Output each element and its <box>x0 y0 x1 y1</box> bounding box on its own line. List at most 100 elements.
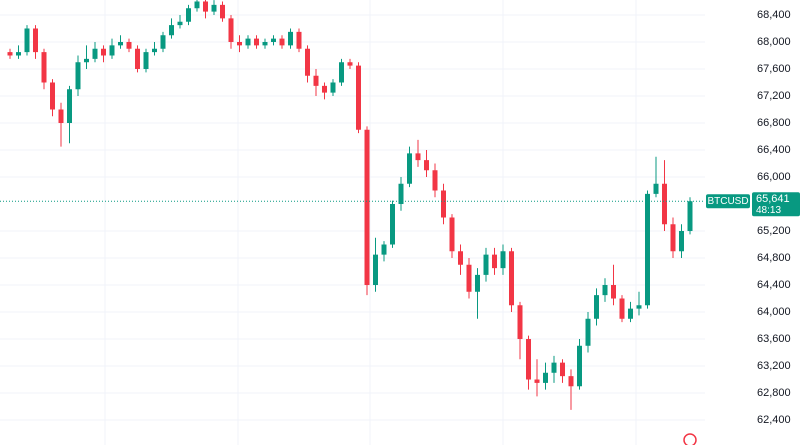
candle-body <box>24 28 30 53</box>
candle-body <box>373 254 378 286</box>
candle-body <box>305 48 310 76</box>
candle-body <box>152 48 157 53</box>
candle-body <box>517 305 523 340</box>
y-tick-label: 64,000 <box>757 306 791 318</box>
candle-body <box>526 339 531 380</box>
candle-body <box>492 254 497 269</box>
candle-body <box>568 376 574 387</box>
candle-body <box>398 183 404 205</box>
y-tick-label: 68,000 <box>757 36 791 48</box>
candle-body <box>415 153 421 161</box>
candle-body <box>424 160 429 171</box>
candle-body <box>662 183 667 225</box>
candle-body <box>262 41 268 46</box>
y-tick-label: 65,200 <box>757 225 791 237</box>
candle-body <box>211 4 217 12</box>
y-tick-label: 68,400 <box>757 9 791 21</box>
candle-body <box>330 82 336 93</box>
candle-body <box>560 362 565 377</box>
candle-body <box>84 58 89 63</box>
candle-body <box>203 1 208 12</box>
candle-body <box>126 41 132 49</box>
candle-body <box>585 318 591 346</box>
y-tick-label: 67,600 <box>757 63 791 75</box>
candle-body <box>551 362 557 373</box>
y-tick-label: 64,800 <box>757 252 791 264</box>
candle-body <box>67 89 72 123</box>
candle-body <box>500 251 506 269</box>
candle-body <box>109 45 115 56</box>
candle-body <box>449 217 455 252</box>
candle-body <box>169 25 174 36</box>
candle-body <box>407 153 412 184</box>
candle-body <box>143 52 149 69</box>
symbol-badge <box>706 194 750 209</box>
symbol-label: BTCUSD <box>707 196 748 207</box>
candle-body <box>322 85 327 93</box>
candle-body <box>364 129 370 286</box>
candle-body <box>653 183 659 194</box>
candle-body <box>645 193 650 306</box>
price-badge <box>752 192 800 217</box>
candle-body <box>381 244 387 255</box>
grid <box>0 14 705 421</box>
candle-body <box>160 35 166 49</box>
candle-body <box>347 62 353 66</box>
candle-body <box>118 41 123 46</box>
candle-body <box>534 379 540 383</box>
candle-body <box>41 52 47 83</box>
y-tick-label: 66,000 <box>757 171 791 183</box>
candle-body <box>313 75 319 86</box>
candle-body <box>466 264 472 292</box>
candle-body <box>16 52 21 56</box>
candle-body <box>679 231 684 252</box>
candle-body <box>186 8 191 22</box>
candle-body <box>220 4 225 19</box>
candle-body <box>92 48 98 59</box>
candle-body <box>687 201 693 232</box>
y-tick-label: 67,200 <box>757 90 791 102</box>
candle-body <box>177 21 183 26</box>
candle-body <box>619 298 625 319</box>
candle-body <box>7 52 13 56</box>
y-tick-label: 66,400 <box>757 144 791 156</box>
candle-body <box>339 62 344 83</box>
candle-body <box>135 48 140 69</box>
y-tick-label: 66,800 <box>757 117 791 129</box>
y-tick-label: 63,600 <box>757 333 791 345</box>
candle-body <box>577 345 582 387</box>
candle-body <box>271 38 276 42</box>
candle-body <box>458 251 463 265</box>
candle-body <box>279 38 285 46</box>
candle-body <box>594 295 599 319</box>
y-tick-label: 64,400 <box>757 279 791 291</box>
candle-body <box>602 285 608 296</box>
candle-body <box>254 38 259 46</box>
candle-body <box>194 1 200 9</box>
candle-body <box>611 285 616 299</box>
axis: 68,400 68,000 67,600 67,200 66,800 66,400 66,0… <box>706 9 800 426</box>
candle-body <box>441 190 446 218</box>
candle-body <box>543 372 548 383</box>
candle-body <box>475 274 480 292</box>
candle-body <box>296 31 302 49</box>
logo <box>683 433 697 445</box>
candle-body <box>628 308 633 319</box>
candle-body <box>245 38 251 46</box>
candle-body <box>390 204 395 245</box>
candle-body <box>75 62 81 90</box>
candle-body <box>509 251 514 306</box>
candles <box>0 0 705 410</box>
candle-body <box>356 65 361 130</box>
candle-body <box>58 109 64 123</box>
candle-body <box>636 305 642 309</box>
last-price-label: 65,641 <box>756 193 790 205</box>
y-tick-label: 63,200 <box>757 360 791 372</box>
candle-body <box>50 82 55 110</box>
candle-body <box>483 254 489 275</box>
y-tick-label: 62,800 <box>757 387 791 399</box>
y-tick-label: 62,400 <box>757 414 791 426</box>
candle-body <box>237 41 242 46</box>
